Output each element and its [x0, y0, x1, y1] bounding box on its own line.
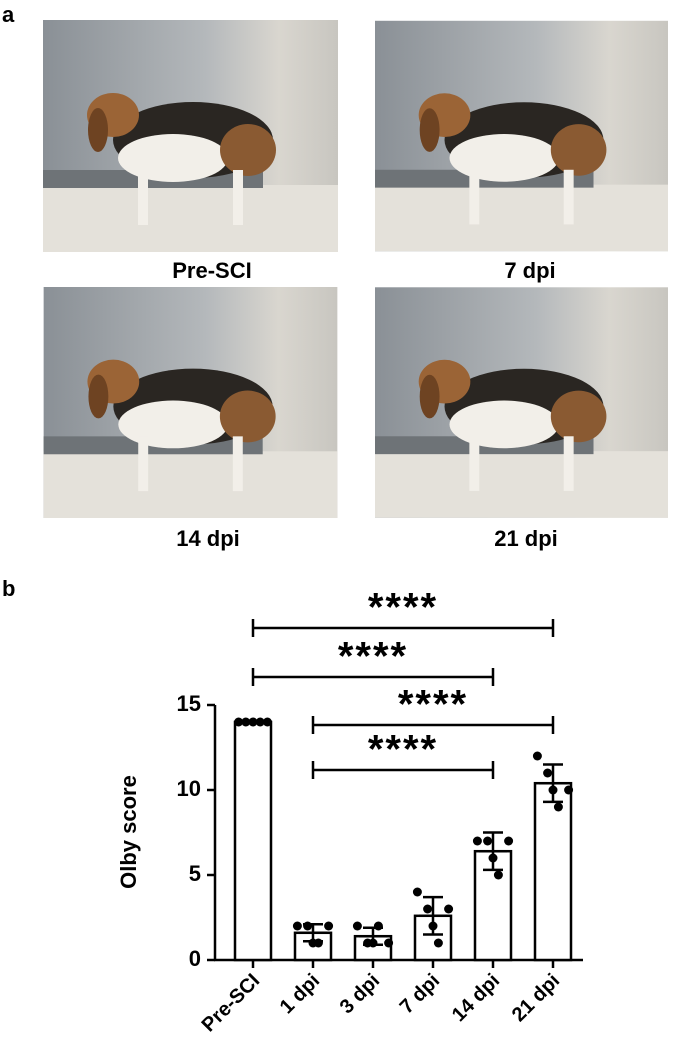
- data-point: [292, 921, 302, 931]
- data-point: [564, 785, 574, 795]
- data-point: [262, 717, 272, 727]
- error-bar: [479, 831, 507, 872]
- data-point: [373, 921, 383, 931]
- data-point: [313, 938, 323, 948]
- significance-bracket: [251, 668, 495, 686]
- data-point: [324, 921, 334, 931]
- x-tick-label: Pre-SCI: [198, 970, 265, 1037]
- y-tick-label: 15: [177, 691, 201, 716]
- photo: [375, 20, 668, 252]
- data-point: [352, 921, 362, 931]
- x-tick-label: 7 dpi: [396, 970, 445, 1019]
- x-tick-label: 14 dpi: [448, 970, 504, 1026]
- y-tick-label: 5: [189, 861, 201, 886]
- y-tick-label: 10: [177, 776, 201, 801]
- data-point: [543, 768, 553, 778]
- y-tick-label: 0: [189, 946, 201, 971]
- significance-label: ****: [368, 728, 438, 772]
- data-point: [488, 853, 498, 863]
- panel-label: a: [2, 2, 15, 27]
- y-axis-label: Olby score: [116, 775, 141, 889]
- error-bar: [419, 895, 447, 936]
- data-point: [433, 938, 443, 948]
- significance-bracket: [311, 761, 495, 779]
- data-point: [368, 938, 378, 948]
- photo: [375, 287, 668, 518]
- photo: [43, 20, 338, 252]
- photo-caption: 14 dpi: [176, 526, 240, 551]
- photo-caption: 7 dpi: [504, 258, 555, 283]
- data-point: [255, 717, 265, 727]
- data-point: [248, 717, 258, 727]
- error-bar: [539, 763, 567, 804]
- significance-label: ****: [368, 586, 438, 630]
- significance-label: ****: [398, 683, 468, 727]
- data-point: [548, 785, 558, 795]
- data-point: [504, 836, 514, 846]
- data-point: [423, 904, 433, 914]
- data-point: [532, 751, 542, 761]
- significance-bracket: [251, 619, 555, 637]
- error-bar: [299, 923, 327, 943]
- data-point: [444, 904, 454, 914]
- bar: [233, 720, 273, 962]
- x-tick-label: 3 dpi: [336, 970, 385, 1019]
- data-point: [428, 921, 438, 931]
- data-point: [412, 887, 422, 897]
- data-point: [234, 717, 244, 727]
- significance-label: ****: [338, 635, 408, 679]
- bar: [533, 781, 573, 962]
- x-tick-label: 21 dpi: [508, 970, 564, 1026]
- data-point: [384, 938, 394, 948]
- panel-label: b: [2, 576, 15, 601]
- data-point: [493, 870, 503, 880]
- error-bar: [359, 926, 387, 946]
- x-tick-label: 1 dpi: [276, 970, 325, 1019]
- data-point: [241, 717, 251, 727]
- photo: [43, 287, 338, 518]
- photo-caption: 21 dpi: [494, 526, 558, 551]
- data-point: [303, 921, 313, 931]
- data-point: [472, 836, 482, 846]
- data-point: [483, 836, 493, 846]
- data-point: [553, 802, 563, 812]
- photo-caption: Pre-SCI: [172, 258, 251, 283]
- significance-bracket: [311, 716, 555, 734]
